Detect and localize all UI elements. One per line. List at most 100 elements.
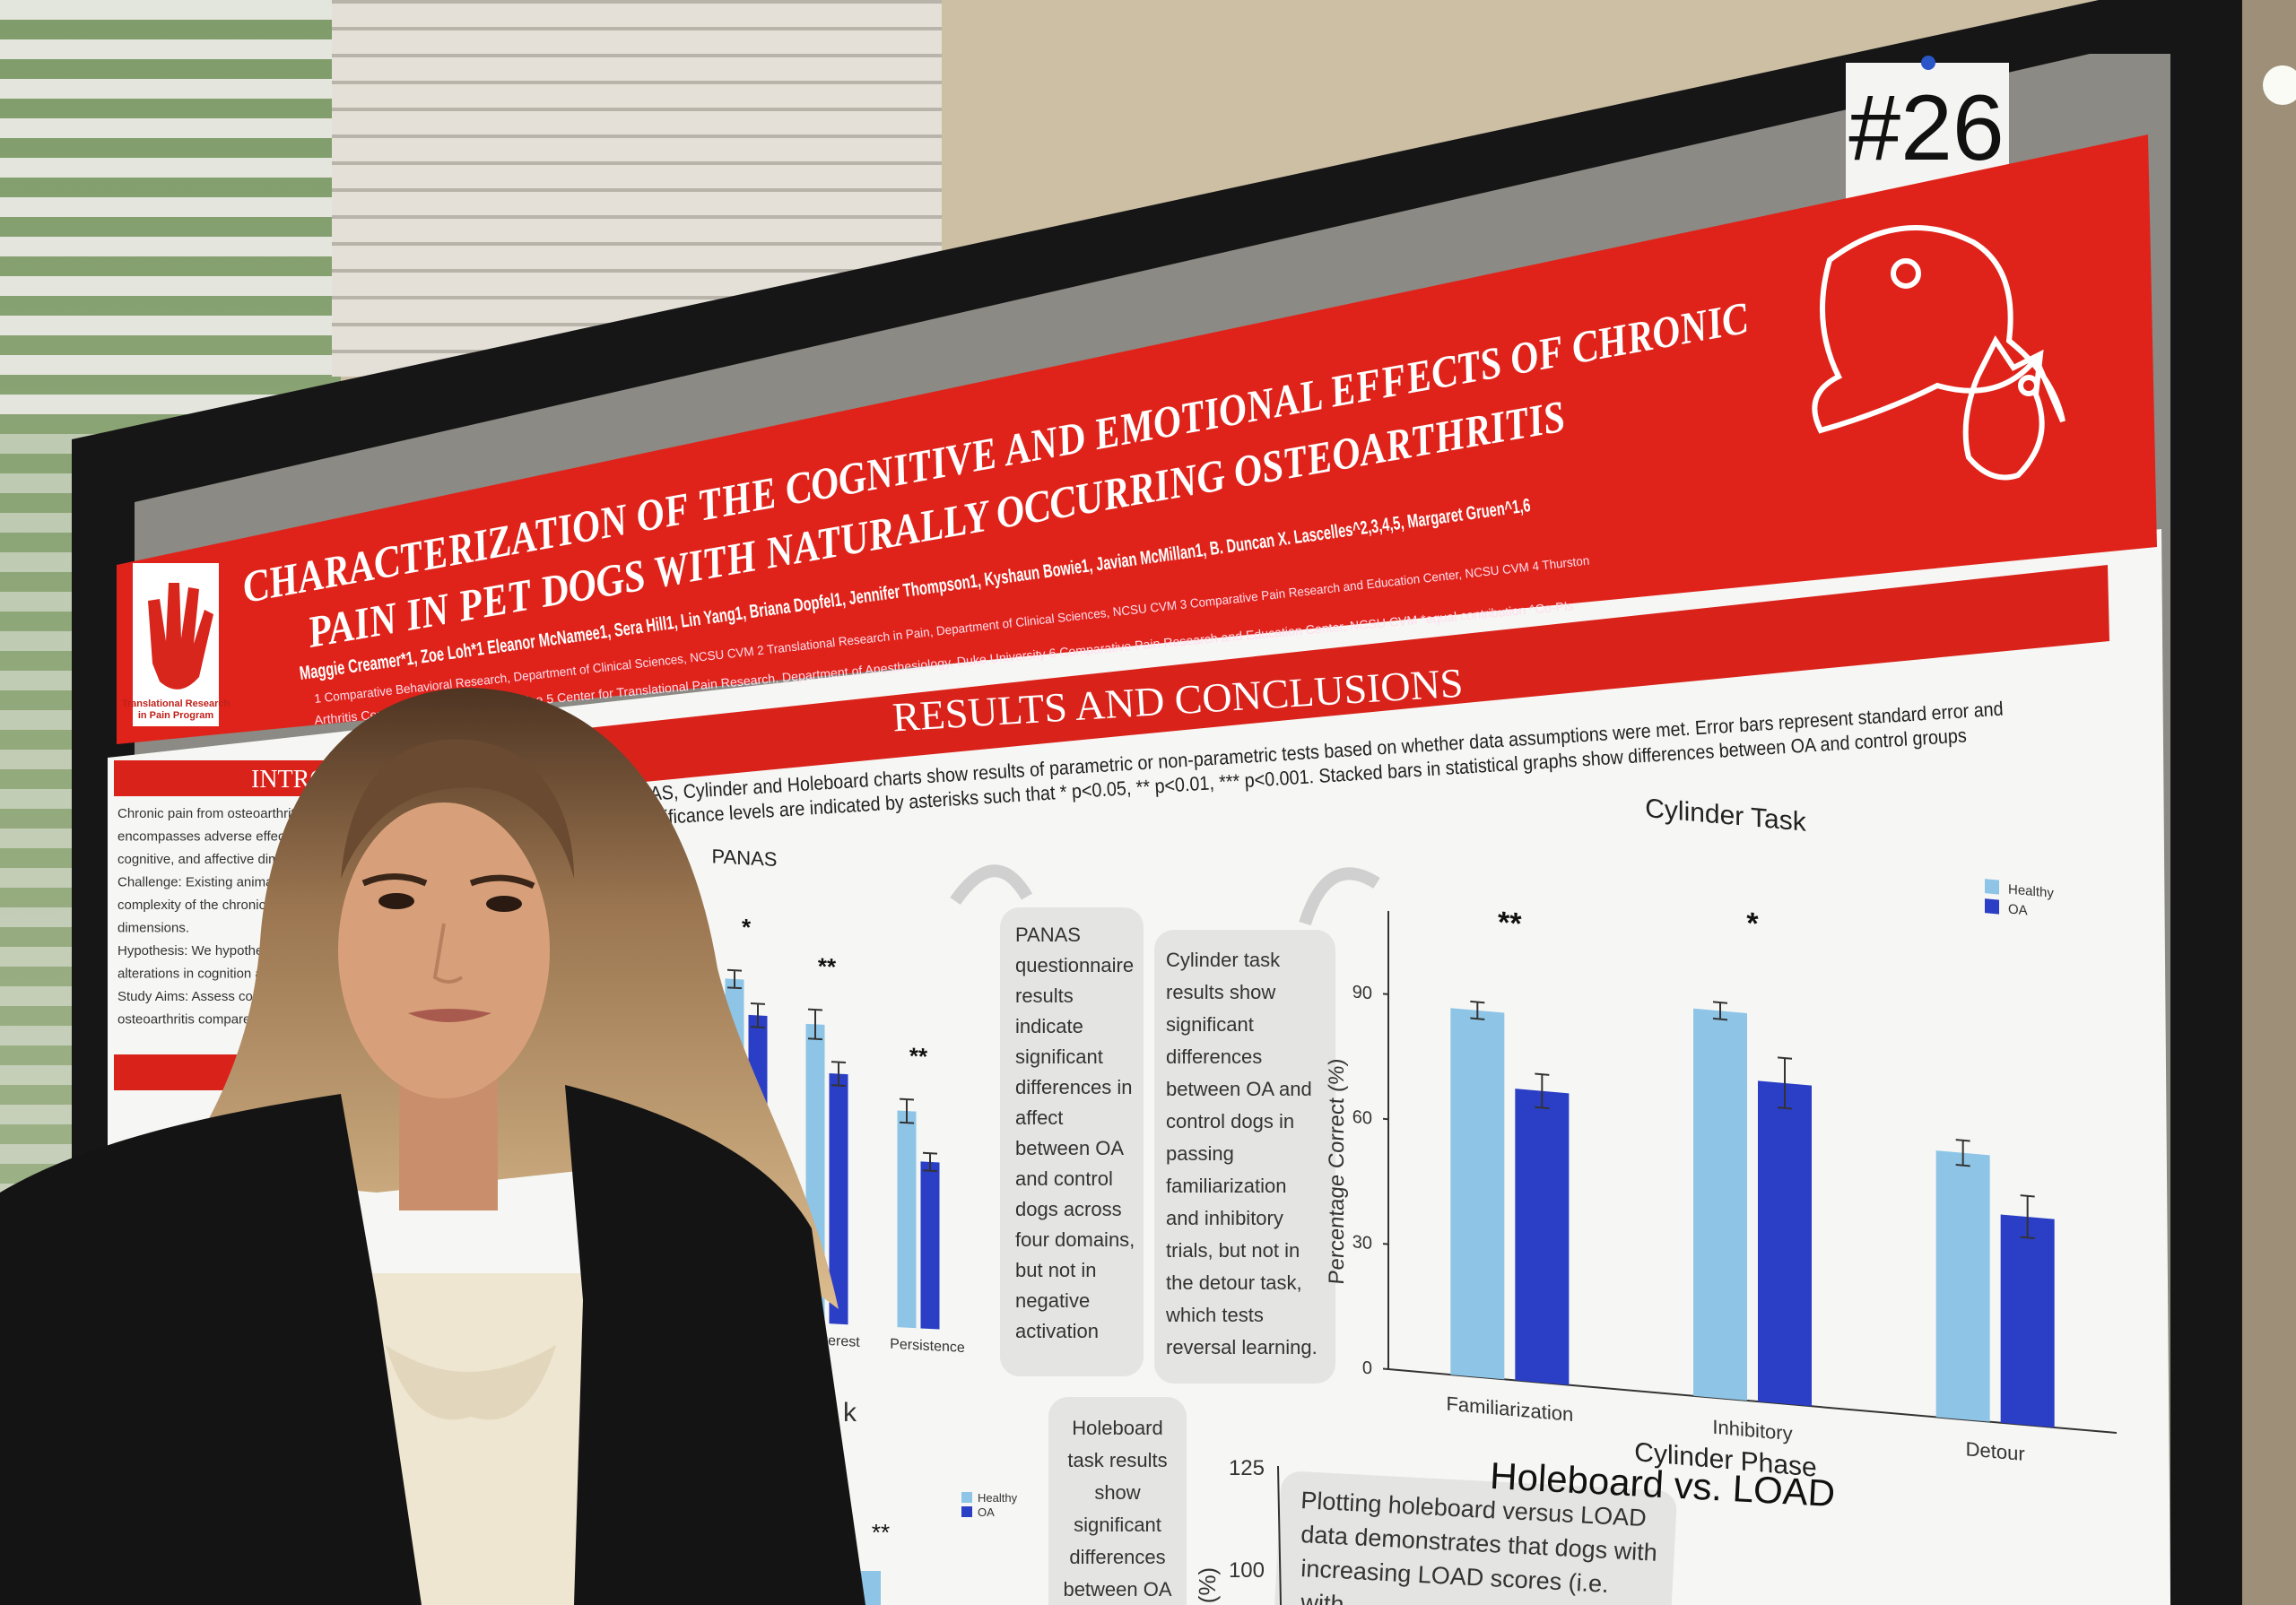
callout-text: reversal learning.: [1166, 1336, 1318, 1358]
lamp: [2263, 65, 2296, 105]
y-tick-label: 90: [1352, 982, 1372, 1003]
y-tick-label: 125: [1229, 1456, 1265, 1480]
legend-label: Healthy: [978, 1491, 1018, 1505]
slat: [332, 269, 942, 273]
slat: [0, 79, 332, 99]
slat: [0, 0, 332, 20]
dog-cat-art: [1812, 225, 2066, 481]
slat: [0, 316, 332, 335]
callout-box: [1048, 1397, 1187, 1605]
error-bar: [1778, 1056, 1792, 1110]
brow-left: [361, 873, 428, 887]
legend-label: Healthy: [2008, 881, 2054, 900]
callout-text: negative: [1015, 1289, 1090, 1312]
bar: [1450, 1008, 1505, 1380]
y-tick-label: 30: [1352, 1232, 1372, 1254]
lips: [408, 1009, 491, 1022]
callout-text: Holeboard: [1072, 1417, 1163, 1439]
significance: *: [742, 914, 752, 941]
error-bar: [1535, 1072, 1550, 1110]
eye-right: [486, 896, 522, 912]
slat: [332, 242, 942, 246]
slat: [332, 27, 942, 30]
callout-text: between OA and: [1166, 1078, 1312, 1100]
section-band: [336, 565, 2109, 811]
callout-text: significant: [1166, 1013, 1254, 1036]
error-bar: [751, 1002, 765, 1028]
y-tick: [1383, 1243, 1388, 1245]
legend-label: OA: [978, 1505, 995, 1519]
callout-text: familiarization: [1166, 1175, 1287, 1197]
callout-text: activation: [1015, 1320, 1099, 1342]
bar: [920, 1161, 940, 1330]
callout-text: affect: [1015, 1106, 1063, 1129]
callout-text: control dogs in: [1166, 1110, 1294, 1132]
slat: [0, 237, 332, 256]
x-tick-label: Detour: [1966, 1437, 2025, 1465]
bar: [897, 1110, 917, 1329]
significance: *: [1746, 907, 1759, 941]
slat: [332, 81, 942, 84]
significance: **: [1498, 906, 1522, 941]
callout-box: [1000, 907, 1144, 1376]
x-tick-label: Persistence: [890, 1337, 965, 1356]
error-bar: [831, 1061, 846, 1088]
poster-number: #26: [1848, 76, 2005, 180]
callout-text: significant: [1015, 1045, 1103, 1068]
error-bar: [2020, 1194, 2035, 1240]
callout-text: differences: [1069, 1546, 1165, 1568]
callout-text: task results: [1067, 1449, 1167, 1471]
y-tick: [1383, 993, 1388, 995]
callout-text: Cylinder task: [1166, 949, 1281, 971]
face: [338, 802, 550, 1098]
error-bar: [1955, 1139, 1970, 1167]
bar: [829, 1073, 848, 1325]
slat: [332, 134, 942, 138]
callout-text: with: [1300, 1589, 1345, 1605]
hair-front: [341, 739, 574, 879]
x-axis: [1388, 1368, 2117, 1435]
callout-text: PANAS: [1015, 924, 1081, 946]
y-tick: [1383, 1117, 1388, 1121]
slat: [332, 54, 942, 57]
callout-text: but not in: [1015, 1259, 1097, 1281]
callout-text: results: [1015, 985, 1074, 1007]
callout-text: and control: [1015, 1167, 1113, 1190]
bar: [1693, 1008, 1747, 1401]
top: [359, 1273, 592, 1605]
bar: [1758, 1080, 1812, 1407]
slat: [0, 355, 332, 375]
significance: **: [818, 952, 837, 980]
y-tick: [1383, 1367, 1388, 1370]
callout-text: differences: [1166, 1045, 1262, 1068]
callout-text: dogs across: [1015, 1198, 1122, 1220]
legend-swatch: [961, 1492, 972, 1503]
callout-text: between OA: [1063, 1578, 1171, 1601]
y-axis: [1277, 1465, 1282, 1605]
callout-text: and inhibitory: [1166, 1207, 1283, 1229]
slat: [332, 161, 942, 165]
error-bar: [923, 1151, 937, 1173]
significance: **: [872, 1519, 890, 1546]
eye-left: [378, 893, 414, 909]
significance: **: [909, 1042, 928, 1070]
blazer-right: [565, 1085, 865, 1605]
slat: [332, 188, 942, 192]
error-bar: [1713, 1001, 1727, 1021]
error-bar: [808, 1008, 822, 1041]
bow: [386, 1345, 556, 1420]
slat: [332, 108, 942, 111]
callout-text: significant: [1074, 1514, 1161, 1536]
logo-text: in Pain Program: [138, 710, 214, 721]
blazer-left: [0, 1094, 422, 1605]
error-bar: [1470, 1000, 1485, 1020]
callout-text: trials, but not in: [1166, 1239, 1300, 1262]
chart-title: k: [843, 1398, 857, 1427]
callout-text: indicate: [1015, 1015, 1083, 1037]
legend-swatch: [1985, 879, 1999, 895]
legend-label: OA: [2008, 901, 2028, 918]
slat: [332, 0, 942, 4]
callout-text: the detour task,: [1166, 1271, 1302, 1294]
